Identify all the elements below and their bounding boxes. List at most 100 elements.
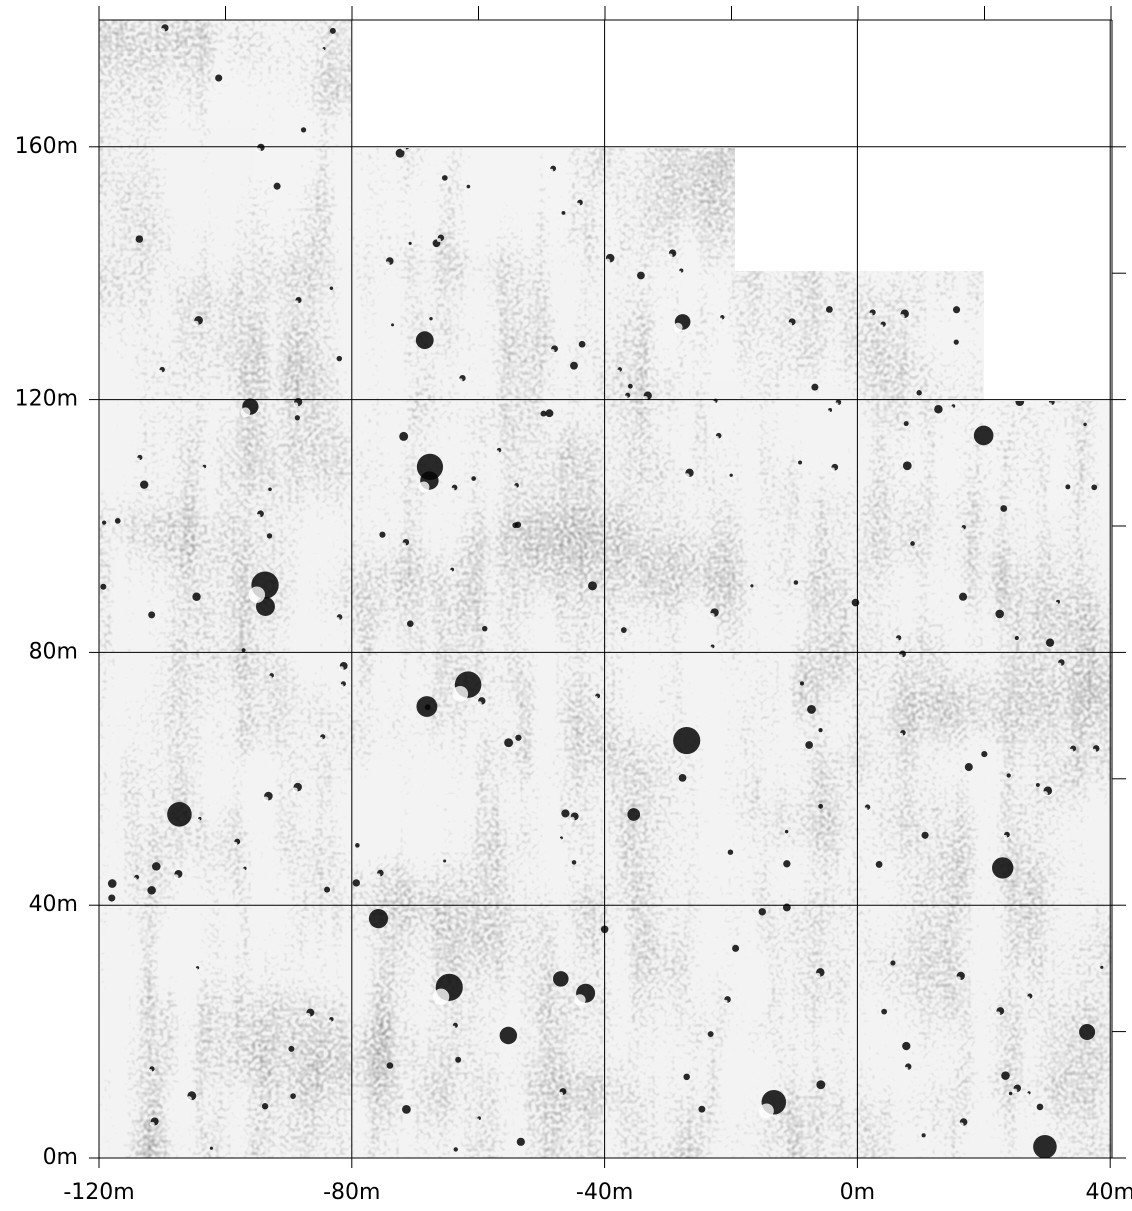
light-halo [336, 617, 339, 620]
dark-anomaly [102, 521, 106, 525]
dark-anomaly [459, 26, 466, 33]
light-halo [560, 838, 562, 840]
light-halo [1048, 402, 1051, 405]
light-halo [710, 647, 712, 649]
dark-anomaly [387, 1062, 394, 1069]
dark-anomaly [881, 1009, 887, 1015]
light-halo [720, 317, 723, 320]
light-halo [869, 313, 873, 317]
dark-anomaly [922, 1133, 926, 1137]
dark-anomaly [745, 174, 752, 181]
light-halo [161, 28, 165, 32]
dark-anomaly [903, 461, 912, 470]
survey-data [99, 20, 1112, 1159]
light-halo [1079, 372, 1083, 376]
dark-anomaly [471, 476, 476, 481]
dark-anomaly [1076, 276, 1083, 283]
dark-anomaly [513, 53, 531, 71]
dark-anomaly [570, 362, 578, 370]
dark-anomaly [391, 323, 394, 326]
dark-anomaly [921, 832, 928, 839]
dark-anomaly [504, 738, 513, 747]
light-halo [452, 686, 468, 702]
dark-anomaly [1037, 1104, 1044, 1111]
dark-anomaly [732, 945, 739, 952]
light-halo [295, 300, 299, 304]
dark-anomaly [267, 533, 272, 538]
light-halo [959, 1122, 964, 1127]
dark-anomaly [785, 830, 788, 833]
dark-anomaly [742, 69, 750, 77]
light-halo [899, 654, 903, 658]
x-tick-label: 40m [1085, 1180, 1132, 1205]
dark-anomaly [863, 142, 871, 150]
dark-anomaly [337, 356, 342, 361]
dark-anomaly [108, 894, 115, 901]
light-halo [550, 349, 554, 353]
dark-anomaly [330, 28, 336, 34]
dark-anomaly [402, 1105, 411, 1114]
light-halo [577, 203, 580, 206]
dark-anomaly [1007, 773, 1011, 777]
y-tick-label: 120m [15, 387, 78, 412]
dark-anomaly [210, 1147, 213, 1150]
dark-anomaly [353, 879, 360, 886]
dark-anomaly [1100, 966, 1103, 969]
dark-anomaly [148, 611, 155, 618]
light-halo [1056, 602, 1058, 604]
dark-anomaly [1060, 260, 1068, 268]
dark-anomaly [517, 1138, 525, 1146]
dark-anomaly [660, 58, 664, 62]
light-halo [150, 1122, 155, 1127]
dark-anomaly [953, 306, 960, 313]
light-halo [202, 467, 204, 469]
light-halo [724, 1000, 728, 1004]
light-halo [433, 989, 449, 1005]
light-halo [257, 148, 261, 152]
y-tick-label: 80m [29, 639, 78, 664]
dark-anomaly [562, 211, 566, 215]
dark-anomaly [152, 862, 161, 871]
dark-anomaly [954, 340, 959, 345]
dark-anomaly [826, 306, 833, 313]
light-halo [828, 410, 830, 412]
dark-anomaly [483, 37, 491, 45]
light-halo [605, 259, 610, 264]
light-halo [559, 1092, 563, 1096]
light-halo [329, 1019, 332, 1022]
light-halo [1013, 1089, 1017, 1093]
light-halo [418, 481, 429, 492]
dark-anomaly [1009, 1092, 1012, 1095]
dark-anomaly [628, 384, 633, 389]
dark-anomaly [409, 242, 412, 245]
dark-anomaly [902, 1042, 910, 1050]
dark-anomaly [262, 1103, 268, 1109]
dark-anomaly [1015, 636, 1019, 640]
light-halo [744, 178, 748, 182]
light-halo [961, 527, 964, 530]
dark-anomaly [916, 390, 921, 395]
dark-anomaly [811, 384, 818, 391]
page: {"x_axis": {"ticks": [ {"value": -120, "… [0, 0, 1132, 1207]
dark-anomaly [995, 610, 1004, 619]
light-halo [437, 238, 441, 242]
dark-anomaly [852, 599, 860, 607]
dark-anomaly [837, 47, 845, 55]
dark-anomaly [442, 175, 448, 181]
dark-anomaly [100, 584, 106, 590]
dark-anomaly [443, 859, 446, 862]
light-halo [595, 696, 598, 699]
light-halo [187, 1096, 192, 1101]
dark-anomaly [637, 272, 645, 280]
dark-anomaly [140, 480, 148, 488]
light-halo [339, 666, 344, 671]
dark-anomaly [805, 741, 813, 749]
light-halo [1092, 749, 1096, 753]
dark-anomaly [750, 584, 753, 587]
dark-anomaly [910, 541, 915, 546]
light-halo [900, 733, 903, 736]
dark-anomaly [295, 415, 300, 420]
dark-anomaly [751, 137, 759, 145]
light-halo [234, 842, 238, 846]
light-halo [996, 1011, 1001, 1016]
